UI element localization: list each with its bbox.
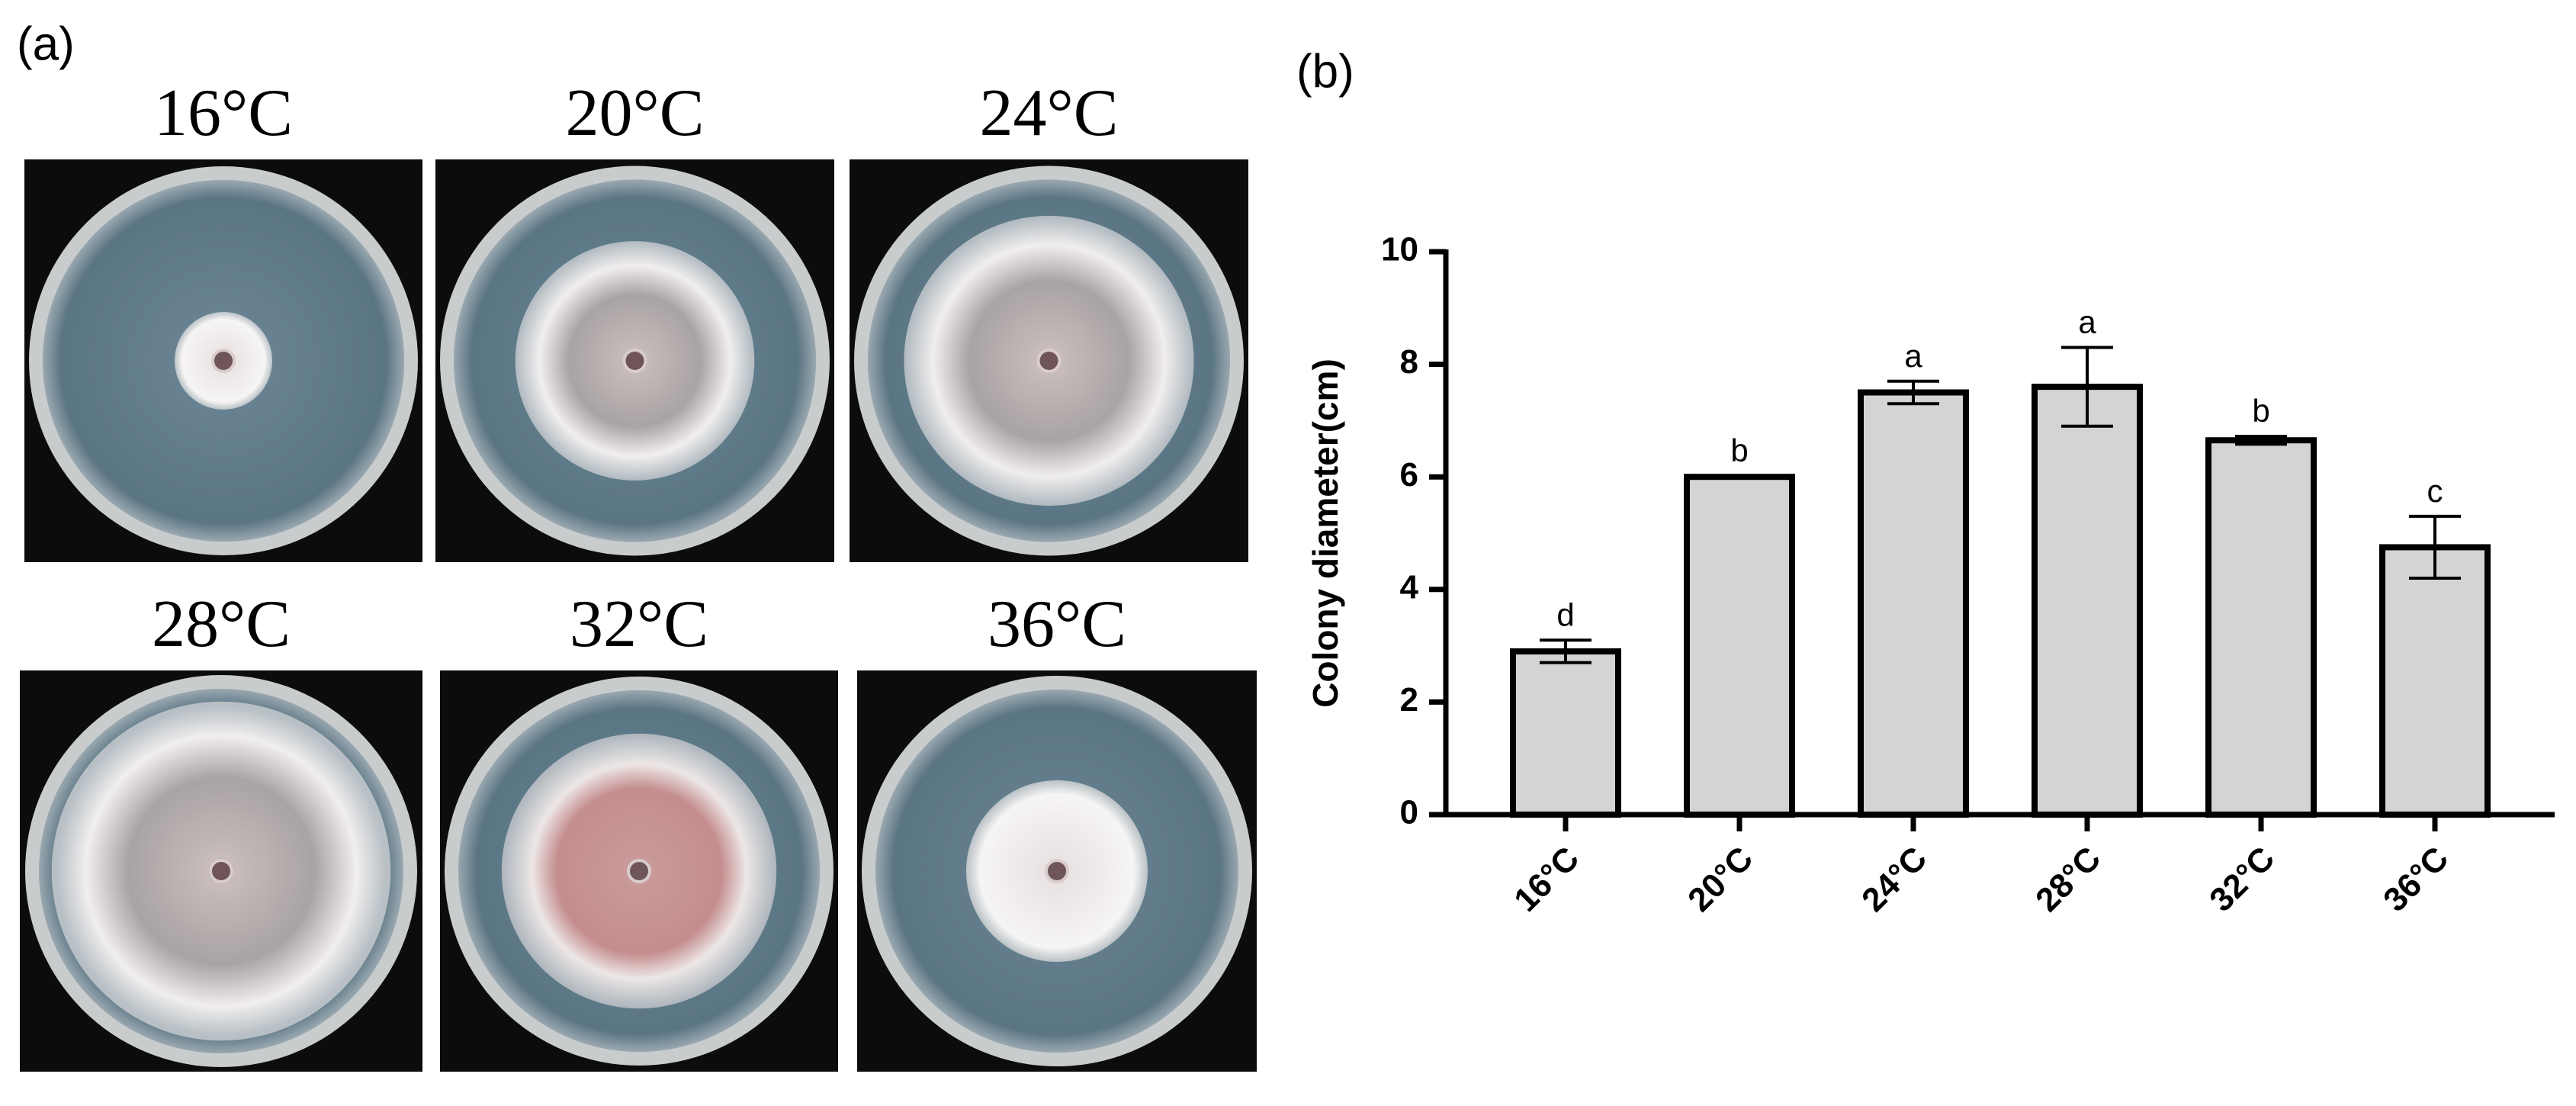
plate-label: 16°C	[154, 76, 293, 150]
plate-label: 20°C	[566, 76, 705, 150]
error-bar	[2235, 435, 2287, 446]
significance-letter: a	[1904, 338, 1922, 374]
bar	[1684, 474, 1795, 818]
x-tick-label: 28°C	[2028, 840, 2108, 919]
x-tick-label: 36°C	[2376, 840, 2456, 919]
significance-letter: c	[2427, 473, 2443, 509]
plate-label: 24°C	[980, 76, 1119, 150]
panel-label: (b)	[1296, 45, 1354, 98]
bar	[1858, 389, 1969, 818]
error-bar	[2409, 514, 2461, 580]
x-tick-label: 24°C	[1855, 840, 1934, 919]
x-tick-label: 20°C	[1681, 840, 1760, 919]
inoculum	[211, 349, 236, 373]
inoculum	[209, 859, 233, 883]
plate-label: 28°C	[152, 587, 291, 661]
inoculum	[1036, 349, 1062, 373]
inoculum	[627, 859, 651, 883]
plate-grid: 16°C 20°C 24°C 28°C 32°C 36°C	[20, 76, 1257, 1072]
x-tick-label: 16°C	[1507, 840, 1586, 919]
error-bar	[2061, 346, 2113, 428]
bar-chart: 0 2 4 6 8 10 d 16°C b 20°C a 24°C a 28°C b 32°C c 36°C	[1381, 231, 2555, 919]
y-axis-label: Colony diameter(cm)	[1306, 358, 1345, 708]
y-tick-label: 6	[1400, 456, 1418, 494]
panel-label: (a)	[17, 18, 75, 70]
significance-letter: a	[2078, 304, 2096, 340]
significance-letter: d	[1556, 596, 1574, 632]
y-tick-label: 2	[1400, 681, 1418, 719]
x-tick-label: 32°C	[2202, 840, 2282, 919]
significance-letter: b	[2252, 393, 2269, 429]
significance-letter: b	[1730, 432, 1748, 468]
plate-label: 36°C	[988, 587, 1126, 661]
bar	[2032, 384, 2143, 818]
y-tick-label: 0	[1400, 794, 1418, 831]
bar	[2205, 437, 2317, 818]
error-bar	[1714, 474, 1765, 480]
y-tick-label: 4	[1400, 568, 1419, 606]
bar	[2379, 544, 2491, 818]
error-bar	[1887, 379, 1939, 406]
y-tick-label: 10	[1381, 231, 1418, 268]
bar	[1510, 648, 1621, 818]
plate-label: 32°C	[570, 587, 708, 661]
inoculum	[1045, 859, 1069, 883]
inoculum	[622, 349, 647, 373]
y-tick-label: 8	[1400, 343, 1418, 381]
error-bar	[1540, 638, 1592, 664]
